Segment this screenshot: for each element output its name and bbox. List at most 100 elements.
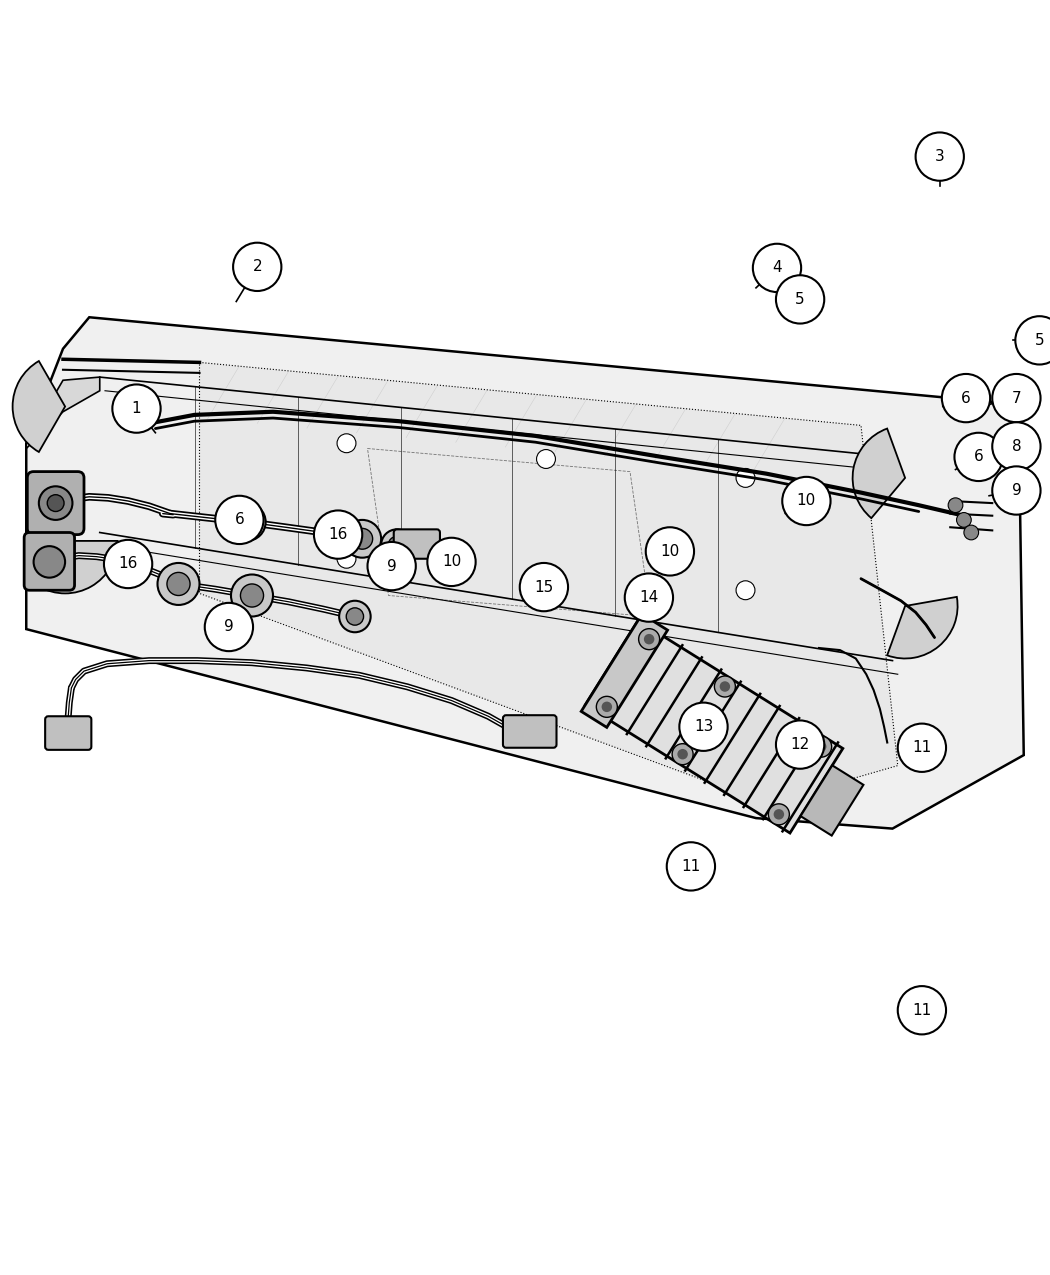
Polygon shape: [26, 317, 1024, 829]
Text: 6: 6: [961, 390, 971, 405]
Circle shape: [776, 720, 824, 769]
Text: 13: 13: [694, 719, 713, 734]
Circle shape: [427, 538, 476, 586]
Circle shape: [677, 748, 688, 760]
Circle shape: [381, 529, 413, 561]
Text: 1: 1: [131, 402, 142, 416]
Circle shape: [337, 434, 356, 453]
Circle shape: [104, 539, 152, 588]
Circle shape: [753, 244, 801, 292]
Circle shape: [898, 986, 946, 1034]
Circle shape: [537, 565, 555, 584]
Circle shape: [233, 242, 281, 291]
Text: 11: 11: [912, 741, 931, 755]
Polygon shape: [582, 615, 668, 728]
Text: 16: 16: [329, 527, 348, 542]
Circle shape: [992, 374, 1041, 422]
Circle shape: [337, 550, 356, 569]
Circle shape: [228, 504, 266, 541]
Text: 6: 6: [973, 449, 984, 464]
Polygon shape: [26, 377, 100, 449]
Circle shape: [638, 629, 659, 650]
Text: 9: 9: [224, 620, 234, 635]
Circle shape: [167, 572, 190, 595]
Circle shape: [520, 564, 568, 611]
Circle shape: [646, 528, 694, 575]
Text: 11: 11: [681, 859, 700, 873]
Circle shape: [39, 486, 72, 520]
Circle shape: [215, 496, 264, 544]
Circle shape: [388, 537, 405, 553]
Text: 4: 4: [772, 260, 782, 275]
Text: 11: 11: [912, 1002, 931, 1017]
Circle shape: [672, 743, 693, 765]
Circle shape: [954, 432, 1003, 481]
FancyBboxPatch shape: [27, 472, 84, 534]
Circle shape: [769, 803, 790, 825]
Circle shape: [898, 724, 946, 771]
Text: 12: 12: [791, 737, 810, 752]
Circle shape: [736, 581, 755, 599]
Circle shape: [992, 467, 1041, 515]
Circle shape: [776, 275, 824, 324]
Circle shape: [774, 810, 784, 820]
Circle shape: [602, 701, 612, 711]
Text: 6: 6: [234, 513, 245, 528]
FancyBboxPatch shape: [394, 529, 440, 558]
Wedge shape: [13, 361, 65, 451]
Circle shape: [964, 525, 979, 539]
Circle shape: [34, 546, 65, 578]
Circle shape: [811, 736, 832, 757]
Circle shape: [667, 843, 715, 890]
Text: 3: 3: [934, 149, 945, 164]
Circle shape: [537, 450, 555, 468]
Text: 9: 9: [1011, 483, 1022, 499]
Circle shape: [231, 575, 273, 617]
Wedge shape: [39, 541, 118, 593]
Circle shape: [240, 584, 264, 607]
Circle shape: [625, 574, 673, 622]
Polygon shape: [800, 765, 863, 835]
Text: 2: 2: [252, 259, 262, 274]
Polygon shape: [200, 362, 898, 803]
Text: 10: 10: [797, 493, 816, 509]
Circle shape: [158, 564, 200, 604]
Circle shape: [205, 603, 253, 652]
Circle shape: [714, 676, 735, 697]
Text: 5: 5: [1034, 333, 1045, 348]
Circle shape: [314, 510, 362, 558]
Text: 15: 15: [534, 580, 553, 594]
Text: 10: 10: [660, 544, 679, 558]
Polygon shape: [585, 621, 843, 833]
Circle shape: [679, 703, 728, 751]
Text: 5: 5: [795, 292, 805, 307]
FancyBboxPatch shape: [24, 533, 75, 590]
Circle shape: [957, 513, 971, 528]
Circle shape: [719, 681, 730, 692]
Circle shape: [368, 542, 416, 590]
Circle shape: [346, 608, 363, 625]
FancyBboxPatch shape: [45, 717, 91, 750]
Circle shape: [992, 422, 1041, 470]
Wedge shape: [887, 597, 958, 658]
Circle shape: [942, 374, 990, 422]
Text: 9: 9: [386, 558, 397, 574]
Circle shape: [339, 601, 371, 632]
Circle shape: [1015, 316, 1050, 365]
Circle shape: [782, 477, 831, 525]
Circle shape: [948, 497, 963, 513]
Circle shape: [352, 528, 373, 550]
Circle shape: [112, 385, 161, 432]
Circle shape: [736, 468, 755, 487]
Circle shape: [816, 742, 826, 752]
Circle shape: [916, 133, 964, 181]
Wedge shape: [853, 428, 905, 518]
Text: 10: 10: [442, 555, 461, 570]
Text: 14: 14: [639, 590, 658, 606]
Circle shape: [343, 520, 381, 557]
FancyBboxPatch shape: [503, 715, 556, 747]
Text: 7: 7: [1011, 390, 1022, 405]
Circle shape: [236, 511, 257, 533]
Text: 8: 8: [1011, 439, 1022, 454]
Circle shape: [596, 696, 617, 718]
